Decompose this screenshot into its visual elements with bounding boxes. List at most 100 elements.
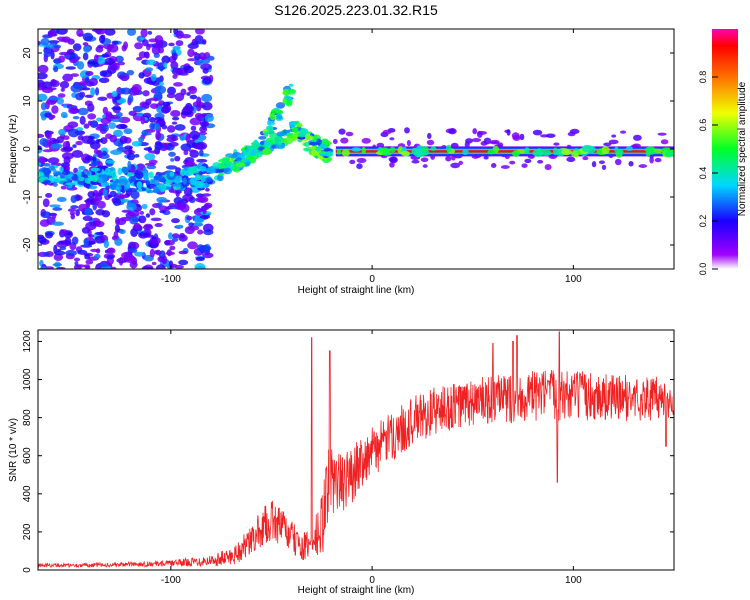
noise-speckle bbox=[154, 141, 162, 147]
noise-speckle bbox=[71, 149, 83, 158]
noise-speckle bbox=[181, 111, 192, 116]
trace-blob bbox=[220, 162, 229, 169]
strong-line-blob bbox=[351, 147, 362, 152]
trace-blob bbox=[276, 113, 283, 120]
noise-speckle bbox=[611, 134, 617, 138]
noise-speckle bbox=[389, 161, 395, 168]
noise-speckle bbox=[620, 130, 627, 134]
noise-speckle bbox=[192, 101, 204, 108]
noise-speckle bbox=[420, 157, 429, 163]
noise-speckle bbox=[150, 217, 162, 222]
snr-y-ticks: 0 200 400 600 800 1000 1200 bbox=[22, 330, 674, 573]
trace-blob bbox=[276, 131, 285, 137]
noise-speckle bbox=[119, 198, 130, 203]
noise-speckle bbox=[53, 253, 64, 261]
noise-speckle bbox=[186, 92, 191, 96]
noise-speckle bbox=[115, 123, 128, 130]
trace-blob bbox=[195, 173, 201, 179]
noise-speckle bbox=[89, 141, 101, 150]
y-tick-label: 200 bbox=[22, 523, 33, 540]
noise-speckle bbox=[106, 247, 116, 254]
noise-speckle bbox=[119, 135, 128, 144]
noise-speckle bbox=[39, 266, 48, 269]
noise-speckle bbox=[176, 224, 184, 229]
noise-speckle bbox=[45, 231, 54, 239]
trace-blob bbox=[125, 172, 135, 177]
y-tick-label: 1000 bbox=[22, 368, 33, 391]
transition-blob bbox=[307, 135, 314, 141]
noise-speckle bbox=[426, 132, 432, 140]
noise-speckle bbox=[82, 52, 89, 61]
snr-series-line bbox=[38, 331, 674, 569]
strong-line-blob bbox=[381, 151, 392, 156]
snr-frame bbox=[37, 329, 675, 571]
noise-speckle bbox=[186, 215, 193, 221]
noise-speckle bbox=[537, 159, 544, 164]
trace-blob bbox=[268, 126, 274, 135]
noise-speckle bbox=[199, 149, 204, 157]
noise-speckle bbox=[76, 29, 84, 37]
noise-speckle bbox=[111, 90, 118, 97]
noise-speckle bbox=[53, 66, 59, 73]
noise-speckle bbox=[109, 134, 118, 143]
snr-panel: -100 0 100 0 200 400 600 800 1000 1200 Height of… bbox=[8, 329, 675, 596]
noise-speckle bbox=[40, 102, 47, 111]
noise-speckle bbox=[411, 159, 420, 164]
y-tick-label: 1200 bbox=[22, 330, 33, 353]
noise-speckle bbox=[97, 44, 104, 49]
transition-blob bbox=[296, 122, 303, 127]
noise-speckle bbox=[156, 196, 168, 203]
noise-speckle bbox=[73, 257, 81, 262]
noise-speckle bbox=[99, 262, 108, 268]
noise-speckle bbox=[82, 215, 93, 222]
noise-speckle bbox=[203, 229, 214, 236]
noise-speckle bbox=[83, 238, 89, 247]
strong-line-blob bbox=[341, 149, 350, 157]
trace-blob bbox=[103, 181, 110, 187]
noise-speckle bbox=[145, 67, 154, 72]
noise-speckle bbox=[149, 122, 155, 130]
noise-speckle bbox=[110, 266, 117, 269]
noise-speckle bbox=[127, 210, 140, 217]
y-tick-label: 0 bbox=[22, 146, 33, 152]
noise-speckle bbox=[404, 127, 410, 134]
trace-blob bbox=[288, 83, 294, 87]
noise-speckle bbox=[93, 54, 99, 63]
y-tick-label: -10 bbox=[22, 189, 33, 204]
noise-speckle bbox=[65, 249, 77, 257]
noise-speckle bbox=[154, 250, 160, 255]
noise-speckle bbox=[82, 42, 89, 46]
x-tick-label: 0 bbox=[369, 274, 375, 285]
noise-speckle bbox=[143, 223, 153, 229]
noise-speckle bbox=[197, 229, 204, 235]
noise-speckle bbox=[136, 56, 143, 61]
noise-speckle bbox=[60, 87, 66, 92]
noise-speckle bbox=[151, 43, 162, 49]
noise-speckle bbox=[151, 261, 157, 266]
noise-speckle bbox=[179, 135, 185, 141]
noise-speckle bbox=[138, 232, 149, 239]
noise-speckle bbox=[183, 65, 194, 74]
noise-speckle bbox=[90, 248, 100, 253]
trace-blob bbox=[169, 171, 175, 177]
noise-speckle bbox=[506, 129, 511, 136]
noise-speckle bbox=[70, 205, 79, 209]
noise-speckle bbox=[94, 253, 101, 259]
spectrogram-y-label: Frequency (Hz) bbox=[8, 115, 19, 184]
noise-speckle bbox=[62, 135, 70, 141]
noise-speckle bbox=[133, 153, 140, 158]
trace-blob bbox=[136, 181, 143, 189]
noise-speckle bbox=[101, 53, 109, 58]
noise-speckle bbox=[166, 134, 177, 139]
trace-blob bbox=[276, 109, 284, 115]
noise-speckle bbox=[58, 51, 71, 56]
transition-blob bbox=[320, 143, 326, 149]
noise-speckle bbox=[102, 188, 108, 196]
noise-speckle bbox=[170, 110, 181, 118]
noise-speckle bbox=[185, 133, 191, 143]
trace-blob bbox=[109, 183, 117, 191]
trace-blob bbox=[38, 171, 45, 177]
noise-speckle bbox=[130, 228, 139, 237]
noise-speckle bbox=[94, 29, 107, 35]
trace-blob bbox=[78, 176, 85, 182]
